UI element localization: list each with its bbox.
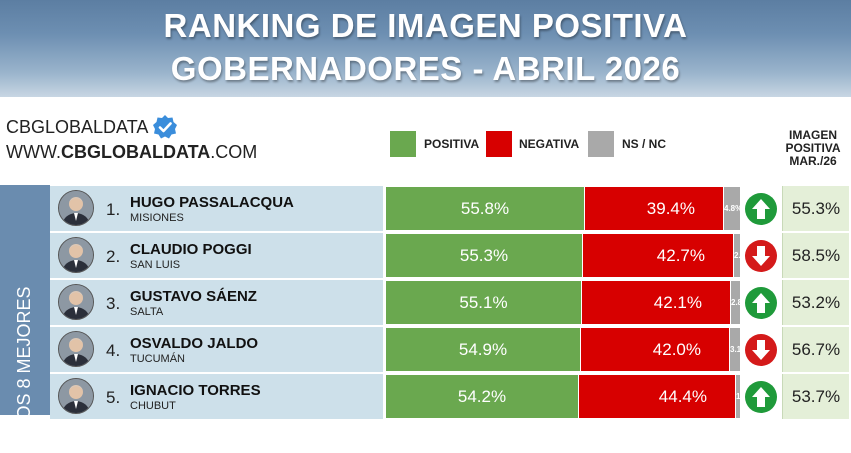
- avatar: [58, 284, 94, 320]
- negative-segment: 42.7%: [583, 234, 733, 277]
- previous-value: 53.2%: [782, 280, 849, 325]
- province-name: CHUBUT: [130, 400, 176, 412]
- nsnc-segment: 2.8%: [731, 281, 749, 324]
- negative-value: 42.0%: [652, 340, 701, 359]
- title-banner: RANKING DE IMAGEN POSITIVA GOBERNADORES …: [0, 0, 851, 97]
- negative-segment: 42.0%: [581, 328, 729, 371]
- legend-negative-label: NEGATIVA: [519, 137, 580, 151]
- negative-value: 44.4%: [658, 387, 707, 406]
- row-background: [50, 233, 383, 278]
- avatar: [58, 190, 94, 226]
- previous-value: 58.5%: [782, 233, 849, 278]
- brand-url[interactable]: WWW.CBGLOBALDATA.COM: [6, 142, 258, 162]
- positive-segment: 55.3%: [386, 234, 582, 277]
- side-label: OS 8 MEJORES: [14, 286, 34, 420]
- avatar: [58, 237, 94, 273]
- province-name: SAN LUIS: [130, 259, 181, 271]
- verified-badge-icon: [153, 115, 177, 139]
- nsnc-segment: 1.4: [736, 375, 747, 418]
- previous-value: 53.7%: [782, 374, 849, 419]
- legend-positive-label: POSITIVA: [424, 137, 480, 151]
- rank-number: 2.: [106, 247, 121, 266]
- side-band: [0, 185, 50, 415]
- province-name: MISIONES: [130, 212, 184, 224]
- rank-number: 4.: [106, 341, 121, 360]
- image-bar: 55.3% 42.7% 2.0: [386, 234, 745, 277]
- image-bar: 54.2% 44.4% 1.4: [386, 375, 747, 418]
- negative-value: 42.7%: [656, 246, 705, 265]
- governor-name: IGNACIO TORRES: [130, 382, 261, 399]
- down-arrow-icon: [745, 334, 777, 366]
- negative-value: 39.4%: [646, 199, 695, 218]
- down-arrow-icon: [745, 240, 777, 272]
- province-name: SALTA: [130, 306, 164, 318]
- up-arrow-icon: [745, 287, 777, 319]
- governor-name: HUGO PASSALACQUA: [130, 194, 294, 211]
- subheader: [0, 97, 851, 185]
- positive-segment: 54.9%: [386, 328, 580, 371]
- avatar: [58, 331, 94, 367]
- legend-negative-swatch: [486, 131, 512, 157]
- negative-value: 42.1%: [653, 293, 702, 312]
- avatar: [58, 378, 94, 414]
- province-name: TUCUMÁN: [130, 353, 185, 365]
- legend-nsnc-swatch: [588, 131, 614, 157]
- nsnc-segment: 3.1%: [730, 328, 748, 371]
- image-bar: 54.9% 42.0% 3.1%: [386, 328, 748, 371]
- negative-segment: 39.4%: [585, 187, 723, 230]
- legend-nsnc-label: NS / NC: [622, 137, 667, 151]
- rank-number: 3.: [106, 294, 121, 313]
- rank-number: 5.: [106, 388, 121, 407]
- governor-name: OSVALDO JALDO: [130, 335, 259, 352]
- governor-name: GUSTAVO SÁENZ: [130, 288, 257, 305]
- image-bar: 55.8% 39.4% 4.8%: [386, 187, 742, 230]
- brand-name: CBGLOBALDATA: [6, 117, 149, 137]
- up-arrow-icon: [745, 193, 777, 225]
- row-background: [50, 280, 383, 325]
- row-background: [50, 327, 383, 372]
- governor-name: CLAUDIO POGGI: [130, 241, 252, 258]
- row-background: [50, 374, 383, 419]
- positive-segment: 55.8%: [386, 187, 584, 230]
- legend-positive-swatch: [390, 131, 416, 157]
- positive-segment: 54.2%: [386, 375, 578, 418]
- previous-value: 55.3%: [782, 186, 849, 231]
- previous-column-header: IMAGEN POSITIVA MAR./26: [785, 128, 841, 168]
- nsnc-segment: 2.0: [734, 234, 745, 277]
- row-background: [50, 186, 383, 231]
- nsnc-segment: 4.8%: [724, 187, 742, 230]
- title-line-2: GOBERNADORES - ABRIL 2026: [170, 50, 681, 87]
- up-arrow-icon: [745, 381, 777, 413]
- title-line-1: RANKING DE IMAGEN POSITIVA: [163, 7, 688, 44]
- rank-number: 1.: [106, 200, 121, 219]
- previous-value: 56.7%: [782, 327, 849, 372]
- negative-segment: 44.4%: [579, 375, 735, 418]
- image-bar: 55.1% 42.1% 2.8%: [386, 281, 749, 324]
- positive-segment: 55.1%: [386, 281, 581, 324]
- negative-segment: 42.1%: [582, 281, 730, 324]
